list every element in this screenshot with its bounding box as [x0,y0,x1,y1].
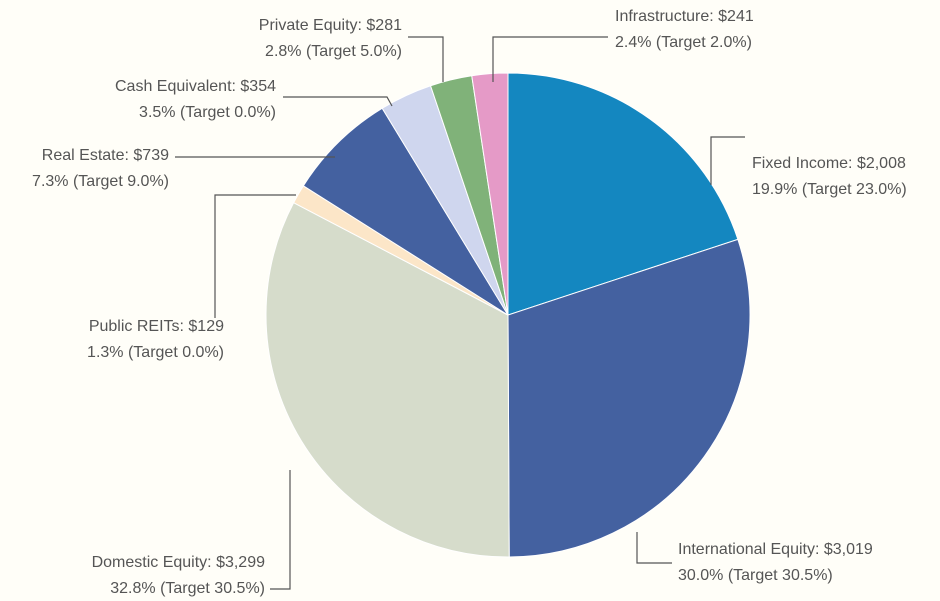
pie-slice [507,238,751,558]
leader-line [408,36,444,82]
slice-detail: 30.0% (Target 30.5%) [678,567,833,584]
value-label: $739 [133,147,169,164]
slice-label: International Equity: $3,019 [678,541,873,558]
value-label: $3,299 [216,554,265,571]
leader-line [270,470,291,590]
slice-detail: 2.4% (Target 2.0%) [615,34,752,51]
pie-slice [302,107,509,316]
slice-label: Fixed Income: $2,008 [752,155,906,172]
category-name: Real Estate [42,147,125,164]
category-name: Fixed Income [752,155,848,172]
slice-label: Private Equity: $281 [259,17,402,34]
pie-slice [471,72,509,316]
slice-label: Domestic Equity: $3,299 [92,554,266,571]
slice-label: Infrastructure: $241 [615,8,754,25]
value-label: $354 [240,78,276,95]
category-name: Infrastructure [615,8,709,25]
slice-detail: 3.5% (Target 0.0%) [139,104,276,121]
category-name: Domestic Equity [92,554,208,571]
pie-slice [265,202,510,558]
leader-line [636,532,672,564]
slice-label: Real Estate: $739 [42,147,169,164]
leader-line [214,194,296,318]
slice-detail: 1.3% (Target 0.0%) [87,344,224,361]
leader-line [710,136,745,185]
slice-detail: 19.9% (Target 23.0%) [752,181,907,198]
value-label: $241 [718,8,754,25]
value-label: $281 [366,17,402,34]
category-name: International Equity [678,541,815,558]
slice-detail: 7.3% (Target 9.0%) [32,173,169,190]
leader-line [492,36,608,82]
value-label: $129 [188,318,224,335]
leader-line [283,96,393,107]
slice-label: Cash Equivalent: $354 [115,78,276,95]
slice-detail: 32.8% (Target 30.5%) [110,580,265,597]
category-name: Private Equity [259,17,358,34]
category-name: Cash Equivalent [115,78,232,95]
pie-slice [507,72,739,316]
value-label: $3,019 [824,541,873,558]
slice-label: Public REITs: $129 [89,318,224,335]
slice-detail: 2.8% (Target 5.0%) [265,43,402,60]
category-name: Public REITs [89,318,180,335]
value-label: $2,008 [857,155,906,172]
